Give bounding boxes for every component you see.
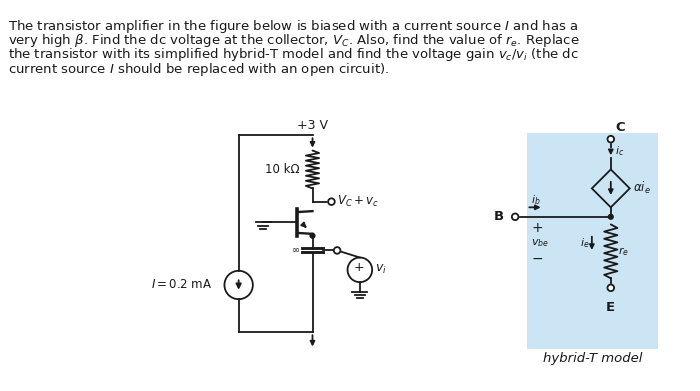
Text: $i_c$: $i_c$: [615, 145, 624, 158]
Text: the transistor with its simplified hybrid-T model and find the voltage gain $v_c: the transistor with its simplified hybri…: [8, 47, 578, 63]
Circle shape: [334, 247, 340, 254]
Text: hybrid-T model: hybrid-T model: [542, 352, 642, 366]
Circle shape: [512, 213, 519, 220]
Text: E: E: [606, 301, 615, 314]
Text: $r_e$: $r_e$: [618, 245, 629, 258]
Text: current source $I$ should be replaced with an open circuit).: current source $I$ should be replaced wi…: [8, 61, 388, 77]
Circle shape: [608, 136, 614, 142]
Circle shape: [608, 214, 613, 219]
Text: $i_e$: $i_e$: [580, 237, 589, 250]
Circle shape: [310, 233, 315, 238]
Text: C: C: [615, 122, 625, 135]
Text: $v_{be}$: $v_{be}$: [531, 237, 550, 249]
Text: $v_i$: $v_i$: [375, 263, 387, 276]
Text: 10 kΩ: 10 kΩ: [265, 163, 299, 176]
Text: ∞: ∞: [292, 245, 300, 255]
Text: $i_b$: $i_b$: [531, 193, 541, 207]
Text: −: −: [531, 251, 543, 265]
Text: +: +: [354, 262, 364, 274]
Circle shape: [608, 285, 614, 291]
Text: The transistor amplifier in the figure below is biased with a current source $I$: The transistor amplifier in the figure b…: [8, 18, 578, 35]
Text: $I=0.2$ mA: $I=0.2$ mA: [151, 278, 212, 291]
Bar: [526, 133, 658, 350]
Text: $V_C+v_c$: $V_C+v_c$: [337, 194, 379, 209]
Text: +3 V: +3 V: [297, 118, 328, 132]
Circle shape: [328, 198, 335, 205]
Text: $\alpha i_e$: $\alpha i_e$: [633, 180, 650, 196]
Text: +: +: [531, 221, 543, 235]
Text: very high $\beta$. Find the dc voltage at the collector, $V_C$. Also, find the v: very high $\beta$. Find the dc voltage a…: [8, 32, 580, 49]
Text: B: B: [494, 210, 504, 223]
